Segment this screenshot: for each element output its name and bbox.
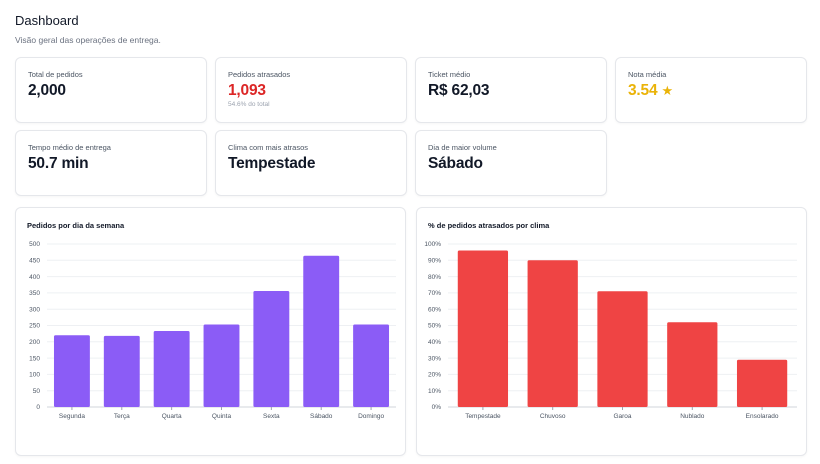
bar[interactable] [597,291,648,407]
x-tick-label: Nublado [680,413,705,420]
x-tick-label: Quarta [162,413,182,420]
y-tick-label: 10% [428,388,441,395]
kpi-subtext: 54.6% do total [228,101,270,108]
y-tick-label: 80% [428,274,441,281]
kpi-label: Ticket médio [428,70,471,79]
y-tick-label: 0% [432,404,442,411]
kpi-card-nota-media: Nota média 3.54 ★ [615,57,807,123]
kpi-label: Total de pedidos [28,70,83,79]
x-tick-label: Quinta [212,413,232,420]
bar[interactable] [303,255,340,407]
y-tick-label: 400 [29,274,40,281]
kpi-card-total-pedidos: Total de pedidos 2,000 [15,57,207,123]
y-tick-label: 60% [428,306,441,313]
y-tick-label: 450 [29,258,40,265]
kpi-card-tempo-medio: Tempo médio de entrega 50.7 min [15,130,207,196]
bar[interactable] [203,324,240,407]
x-tick-label: Garoa [613,413,631,420]
kpi-label: Pedidos atrasados [228,70,291,79]
bar[interactable] [253,290,290,407]
y-tick-label: 70% [428,290,441,297]
bar[interactable] [353,324,390,407]
page-subtitle: Visão geral das operações de entrega. [15,35,161,45]
x-tick-label: Chuvoso [540,413,566,420]
kpi-card-ticket-medio: Ticket médio R$ 62,03 [415,57,607,123]
kpi-card-clima-atrasos: Clima com mais atrasos Tempestade [215,130,407,196]
x-tick-label: Sábado [310,413,333,420]
kpi-card-pedidos-atrasados: Pedidos atrasados 1,093 54.6% do total [215,57,407,123]
kpi-card-dia-volume: Dia de maior volume Sábado [415,130,607,196]
bar[interactable] [667,322,718,407]
kpi-value: 50.7 min [28,155,89,172]
kpi-value: 3.54 ★ [628,82,673,100]
bar[interactable] [53,335,90,407]
y-tick-label: 40% [428,339,441,346]
y-tick-label: 30% [428,355,441,362]
kpi-value: Tempestade [228,155,316,172]
y-tick-label: 0 [36,404,40,411]
y-tick-label: 250 [29,323,40,330]
page-title: Dashboard [15,13,79,28]
x-tick-label: Terça [114,413,130,420]
kpi-value: Sábado [428,155,483,172]
y-tick-label: 200 [29,339,40,346]
bar[interactable] [153,331,190,407]
chart-card-pedidos-dia: Pedidos por dia da semana 0 50 100 150 200 25… [15,207,406,456]
y-tick-label: 150 [29,355,40,362]
y-tick-label: 100 [29,372,40,379]
y-tick-label: 100% [424,241,441,248]
kpi-value: 2,000 [28,82,66,99]
y-tick-label: 90% [428,258,441,265]
y-tick-label: 20% [428,372,441,379]
bar[interactable] [736,359,788,407]
chart-title: % de pedidos atrasados por clima [428,221,550,230]
x-tick-label: Tempestade [465,413,501,420]
y-tick-label: 300 [29,306,40,313]
x-tick-label: Ensolarado [746,413,779,420]
kpi-value: R$ 62,03 [428,82,490,99]
kpi-label: Tempo médio de entrega [28,143,111,152]
kpi-label: Clima com mais atrasos [228,143,309,152]
bar[interactable] [527,260,578,407]
bar[interactable] [457,250,509,407]
x-tick-label: Segunda [59,413,85,420]
kpi-label: Dia de maior volume [428,143,497,152]
bar-chart-atrasos-clima: 0% 10% 20% 30% 40% 50% 60% 70% 80% 90% 100% Tempest… [424,241,797,420]
y-tick-label: 50% [428,323,441,330]
kpi-value-text: 3.54 [628,82,658,99]
y-tick-label: 350 [29,290,40,297]
x-tick-label: Domingo [358,413,384,420]
chart-card-atrasos-clima: % de pedidos atrasados por clima 0% 10% 20… [416,207,807,456]
bar-chart-pedidos-dia: 0 50 100 150 200 250 300 350 400 450 500 Segunda Ter… [29,241,396,420]
x-tick-label: Sexta [263,413,280,420]
kpi-label: Nota média [628,70,667,79]
star-icon: ★ [661,83,673,98]
chart-title: Pedidos por dia da semana [27,221,125,230]
y-tick-label: 500 [29,241,40,248]
y-tick-label: 50 [33,388,41,395]
kpi-value: 1,093 [228,82,266,99]
bar[interactable] [103,335,140,407]
